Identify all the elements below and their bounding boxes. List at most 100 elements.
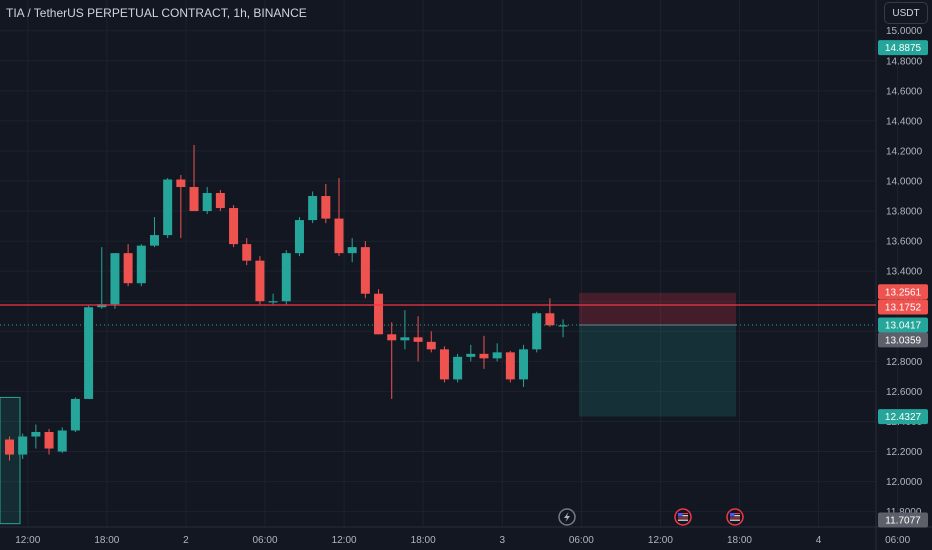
candle-body xyxy=(97,304,107,308)
candle-body xyxy=(466,353,476,357)
price-tick-label: 13.4000 xyxy=(886,267,923,278)
candle xyxy=(5,436,14,461)
time-tick-label: 06:00 xyxy=(569,535,594,546)
candle-body xyxy=(545,313,555,326)
candle-body xyxy=(519,349,529,380)
candle-body xyxy=(5,439,14,455)
candle-body xyxy=(149,235,159,246)
price-label-bg xyxy=(878,299,928,315)
candle-body xyxy=(176,179,186,188)
take-profit-zone[interactable] xyxy=(579,325,736,417)
candle xyxy=(479,335,489,369)
candle-body xyxy=(110,253,120,305)
candle xyxy=(334,177,344,257)
candle-body xyxy=(84,307,94,399)
candle xyxy=(44,428,54,455)
candle xyxy=(70,397,80,433)
candle xyxy=(84,305,94,399)
price-tick-label: 14.4000 xyxy=(886,116,923,127)
stop-loss-zone[interactable] xyxy=(579,292,736,326)
candle xyxy=(558,319,568,338)
candle xyxy=(545,298,555,327)
candle-body xyxy=(18,436,28,455)
price-axis[interactable]: 15.0000 14.8000 14.6000 14.4000 14.2000 14.00… xyxy=(878,26,928,528)
candle-body xyxy=(57,430,67,452)
candle-body xyxy=(532,313,542,350)
us-flag-event-icon-stripe xyxy=(678,513,688,515)
price-label-text: 13.1752 xyxy=(885,302,922,313)
candle xyxy=(294,217,304,257)
price-tick-label: 14.8000 xyxy=(886,56,923,67)
candle xyxy=(453,353,463,383)
candle-body xyxy=(321,196,331,219)
price-label-badge[interactable]: 13.1752 xyxy=(878,299,928,315)
candle-body xyxy=(374,293,384,335)
price-label-badge[interactable]: 11.7077 xyxy=(878,512,928,528)
candle-body xyxy=(215,193,225,209)
candle xyxy=(149,217,159,248)
candle xyxy=(31,424,41,449)
position-zones[interactable] xyxy=(0,292,736,525)
candle xyxy=(360,241,370,299)
price-label-bg xyxy=(878,512,928,528)
candle xyxy=(439,346,449,383)
candle xyxy=(202,187,212,215)
candle xyxy=(321,184,331,224)
candle xyxy=(426,331,436,353)
candle-body xyxy=(505,352,515,380)
price-label-badge[interactable]: 13.0359 xyxy=(878,332,928,348)
candle-body xyxy=(123,253,133,284)
us-flag-event-icon-stripe xyxy=(730,515,740,517)
horizontal-lines[interactable] xyxy=(0,304,876,326)
candle xyxy=(255,256,265,305)
lightning-event-icon[interactable] xyxy=(558,508,576,526)
candle xyxy=(189,144,199,212)
candle-body xyxy=(163,179,173,236)
candle xyxy=(400,310,410,350)
price-label-badge[interactable]: 14.8875 xyxy=(878,40,928,56)
candle-body xyxy=(136,245,146,284)
candle xyxy=(308,191,318,224)
price-label-badge[interactable]: 13.0417 xyxy=(878,317,928,333)
event-icons[interactable] xyxy=(558,508,744,526)
candle-body xyxy=(426,341,436,350)
time-axis[interactable]: 12:00 18:00 2 06:00 12:00 18:00 3 06:00 12:00 18:… xyxy=(15,535,910,546)
time-tick-label: 18:00 xyxy=(411,535,436,546)
time-tick-label: 12:00 xyxy=(15,535,40,546)
us-flag-event-icon-canton xyxy=(730,513,735,517)
candlestick-series xyxy=(5,144,568,461)
candle xyxy=(519,344,529,387)
candle-body xyxy=(255,260,265,302)
candle-body xyxy=(189,187,199,212)
candle xyxy=(268,293,278,305)
candle-body xyxy=(347,247,357,254)
us-flag-event-icon-stripe xyxy=(730,517,740,519)
time-tick-label: 4 xyxy=(816,535,822,546)
price-tick-label: 12.0000 xyxy=(886,477,923,488)
time-tick-label: 06:00 xyxy=(885,535,910,546)
price-label-badge[interactable]: 13.2561 xyxy=(878,284,928,300)
candle-body xyxy=(413,337,423,342)
candle xyxy=(242,238,252,266)
currency-button[interactable]: USDT xyxy=(884,2,928,24)
candle xyxy=(492,343,502,362)
time-tick-label: 18:00 xyxy=(727,535,752,546)
us-flag-event-icon[interactable] xyxy=(726,508,744,526)
chart-title: TIA / TetherUS PERPETUAL CONTRACT, 1h, B… xyxy=(6,6,307,20)
candle xyxy=(413,316,423,362)
price-tick-label: 13.6000 xyxy=(886,237,923,248)
candle-body xyxy=(387,334,397,341)
us-flag-event-icon[interactable] xyxy=(674,508,692,526)
candle-body xyxy=(281,253,291,302)
price-tick-label: 14.0000 xyxy=(886,177,923,188)
price-label-text: 13.0417 xyxy=(885,321,922,332)
candle xyxy=(163,177,173,239)
time-tick-label: 18:00 xyxy=(94,535,119,546)
candle-body xyxy=(308,196,318,221)
candle-body xyxy=(492,352,502,359)
price-label-badge[interactable]: 12.4327 xyxy=(878,409,928,425)
candle xyxy=(136,244,146,287)
us-flag-event-icon-canton xyxy=(678,513,683,517)
